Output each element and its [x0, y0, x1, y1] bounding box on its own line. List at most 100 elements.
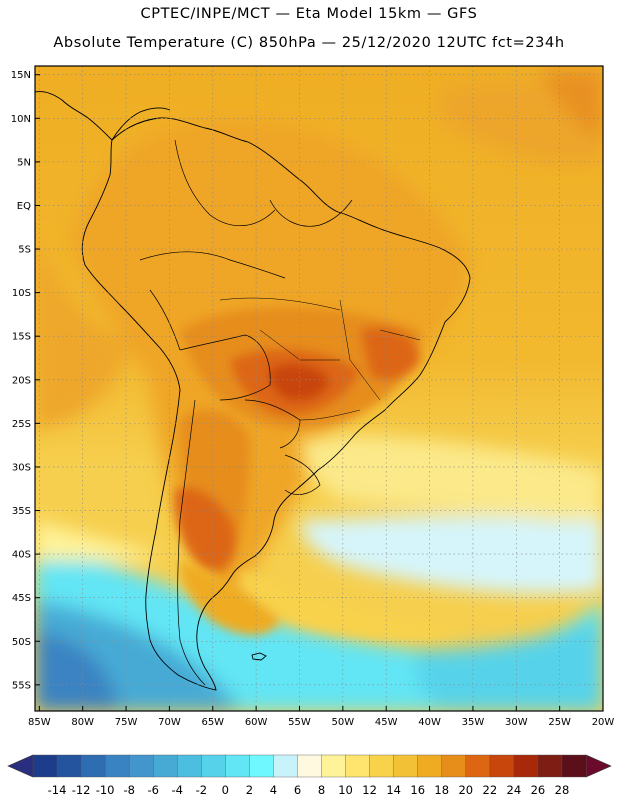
colorbar-label: 20 — [458, 783, 473, 797]
lon-tick-label: 55W — [288, 717, 311, 728]
colorbar-label: 14 — [386, 783, 401, 797]
colorbar-label: 10 — [338, 783, 353, 797]
title-line-1: CPTEC/INPE/MCT — Eta Model 15km — GFS — [140, 6, 478, 22]
lon-tick-label: 85W — [28, 717, 51, 728]
border-uruguay — [284, 454, 321, 495]
colorbar-label: 12 — [362, 783, 377, 797]
colorbar-high-arrow — [585, 754, 612, 778]
field-colder-sw — [35, 630, 120, 711]
colorbar-label: 24 — [507, 783, 522, 797]
colorbar-swatch — [32, 754, 58, 778]
colorbar-label: 8 — [318, 783, 325, 797]
caribbean-coast — [111, 107, 171, 141]
lat-tick-label: 25S — [12, 419, 31, 430]
lat-tick-label: 5N — [17, 157, 31, 168]
colorbar-low-arrow — [7, 754, 34, 778]
colorbar: -14 -12 -10 -8 -6 -4 -2 0 2 4 6 8 10 12 14 16 18 20 22 24 26… — [7, 754, 612, 797]
graticule — [35, 66, 603, 711]
colorbar-swatch — [393, 754, 419, 778]
colorbar-swatch — [513, 754, 539, 778]
lat-tick-label: 5S — [18, 245, 31, 256]
field-yellow-tip — [240, 570, 460, 640]
title-line-2: Absolute Temperature (C) 850hPa — 25/12/… — [53, 35, 565, 51]
lat-tick-label: 10S — [12, 288, 31, 299]
lat-tick-label: 35S — [12, 506, 31, 517]
border-bolivia — [179, 334, 271, 401]
colorbar-swatch — [369, 754, 395, 778]
colorbar-label: 28 — [555, 783, 570, 797]
colorbar-label: -4 — [172, 783, 183, 797]
colorbar-swatch — [561, 754, 587, 778]
lat-tick-label: 15N — [11, 70, 31, 81]
lon-tick-label: 50W — [332, 717, 355, 728]
colorbar-label: 18 — [434, 783, 449, 797]
lat-tick-label: EQ — [17, 201, 31, 212]
field-hot-patagonia — [174, 487, 236, 571]
field-warm-ne-corner — [540, 70, 603, 140]
lat-tick-label: 45S — [12, 593, 31, 604]
field-mild-south-atlantic — [300, 515, 603, 594]
lon-tick-label: 40W — [418, 717, 441, 728]
lon-tick-label: 65W — [201, 717, 224, 728]
colorbar-label: -2 — [196, 783, 207, 797]
lon-tick-label: 60W — [245, 717, 268, 728]
colorbar-swatch — [177, 754, 202, 778]
latitude-axis: 15N 10N 5N EQ 5S 10S 15S 20S 25S 30S 35S 40S 45S 50S 5… — [11, 70, 40, 691]
lon-tick-label: 25W — [548, 717, 571, 728]
colorbar-label: 2 — [246, 783, 253, 797]
colorbar-label: -12 — [72, 783, 91, 797]
map-frame — [34, 65, 604, 712]
country-borders — [139, 139, 421, 686]
colorbar-label: -14 — [48, 783, 67, 797]
colorbar-label: -10 — [96, 783, 115, 797]
central-america-coast — [35, 91, 113, 141]
border-venezuela — [174, 139, 276, 227]
border-brazil-states — [219, 297, 421, 421]
temperature-field — [35, 66, 603, 711]
field-yellow-belt — [300, 436, 603, 520]
south-america-coast — [81, 117, 471, 691]
colorbar-label: 16 — [410, 783, 425, 797]
colorbar-swatch — [417, 754, 443, 778]
lon-tick-label: 45W — [375, 717, 398, 728]
lat-tick-label: 40S — [12, 550, 31, 561]
colorbar-swatch — [249, 754, 274, 778]
lat-tick-label: 55S — [12, 680, 31, 691]
coastline — [35, 91, 471, 691]
colorbar-swatch — [128, 754, 154, 778]
lon-tick-label: 35W — [462, 717, 485, 728]
field-mild-pacific — [35, 520, 160, 562]
border-argentina-chile — [177, 399, 206, 686]
colorbar-swatch — [80, 754, 106, 778]
lat-tick-label: 50S — [12, 637, 31, 648]
colorbar-swatch — [225, 754, 250, 778]
colorbar-swatch — [441, 754, 467, 778]
lat-tick-label: 10N — [11, 114, 31, 125]
longitude-axis: 85W 80W 75W 70W 65W 60W 55W 50W 45W 40W 35W 30W 25W 2… — [28, 706, 614, 728]
colorbar-label: 26 — [531, 783, 546, 797]
lon-tick-label: 75W — [115, 717, 138, 728]
lon-tick-label: 30W — [505, 717, 528, 728]
colorbar-swatch — [321, 754, 347, 778]
colorbar-label: 6 — [294, 783, 301, 797]
border-peru-brazil — [149, 289, 181, 351]
colorbar-label: 0 — [222, 783, 229, 797]
lon-tick-label: 80W — [71, 717, 94, 728]
lon-tick-label: 20W — [592, 717, 615, 728]
colorbar-swatch — [273, 754, 298, 778]
border-colombia-brazil — [139, 251, 286, 279]
colorbar-label: 22 — [483, 783, 498, 797]
colorbar-label: -6 — [147, 783, 158, 797]
colorbar-label: 4 — [270, 783, 277, 797]
lat-tick-label: 15S — [12, 332, 31, 343]
lat-tick-label: 30S — [12, 462, 31, 473]
colorbar-swatch — [56, 754, 82, 778]
colorbar-swatch — [489, 754, 515, 778]
field-hot-east-brazil — [360, 326, 420, 380]
border-guianas — [269, 199, 353, 227]
colorbar-swatch — [345, 754, 371, 778]
colorbar-label: -8 — [123, 783, 134, 797]
lat-tick-label: 20S — [12, 375, 31, 386]
field-cool-se — [416, 620, 603, 711]
